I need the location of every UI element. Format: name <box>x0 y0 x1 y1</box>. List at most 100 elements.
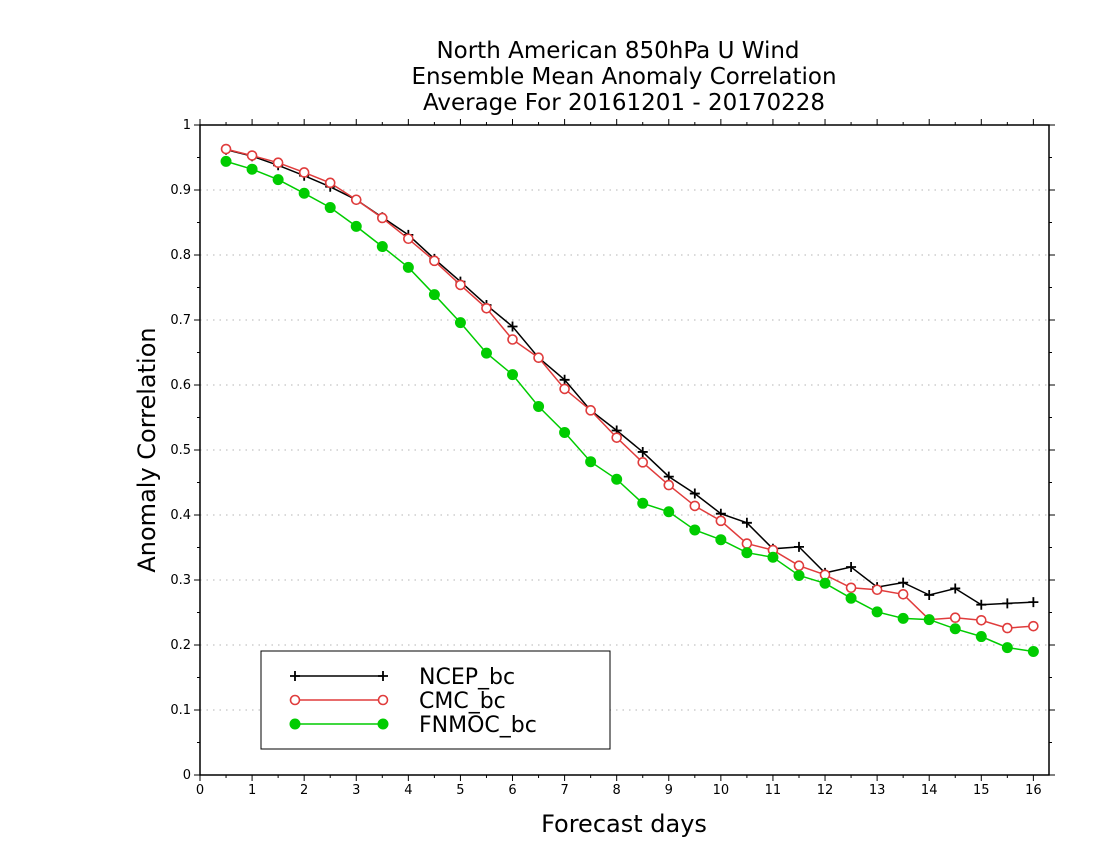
data-point-fnmoc-bc <box>767 551 779 563</box>
data-point-fnmoc-bc <box>741 547 753 559</box>
data-point-fnmoc-bc <box>376 241 388 253</box>
data-series <box>220 143 1039 657</box>
x-tick-label: 12 <box>817 783 834 798</box>
y-axis: 0 0.1 0.2 0.3 0.4 0.5 0.6 0.7 0.8 0.9 1 <box>170 118 1055 783</box>
data-point-fnmoc-bc <box>975 631 987 643</box>
data-point-fnmoc-bc <box>871 606 883 618</box>
y-tick-label: 0.6 <box>170 378 191 393</box>
data-point-cmc-bc <box>793 560 805 572</box>
data-point-fnmoc-bc <box>585 456 597 468</box>
data-point-fnmoc-bc <box>637 497 649 509</box>
data-point-fnmoc-bc <box>324 202 336 214</box>
legend-label-fnmoc-bc: FNMOC_bc <box>419 713 537 738</box>
y-tick-label: 0.7 <box>170 313 191 328</box>
data-point-fnmoc-bc <box>298 187 310 199</box>
data-point-fnmoc-bc <box>507 369 519 381</box>
data-point-cmc-bc <box>350 194 362 206</box>
legend-item-cmc-bc: CMC_bc <box>289 689 506 714</box>
data-point-fnmoc-bc <box>428 289 440 301</box>
data-point-cmc-bc <box>741 538 753 549</box>
legend-marker-ncep-bc <box>290 671 300 681</box>
data-point-cmc-bc <box>585 405 596 416</box>
data-point-cmc-bc <box>871 584 883 596</box>
x-tick-label: 1 <box>248 783 256 798</box>
data-point-ncep-bc <box>846 562 857 572</box>
data-point-ncep-bc <box>793 541 804 552</box>
y-axis-title: Anomaly Correlation <box>133 327 161 572</box>
data-point-fnmoc-bc <box>1027 646 1039 657</box>
chart-title: North American 850hPa U Wind Ensemble Me… <box>411 38 836 116</box>
legend-label-cmc-bc: CMC_bc <box>419 689 506 714</box>
y-tick-label: 1 <box>183 118 191 133</box>
x-tick-label: 9 <box>665 783 673 798</box>
data-point-cmc-bc <box>611 432 622 443</box>
data-point-fnmoc-bc <box>689 524 701 536</box>
data-point-fnmoc-bc <box>949 623 961 635</box>
data-point-fnmoc-bc <box>715 534 727 546</box>
data-point-fnmoc-bc <box>533 400 545 412</box>
data-point-ncep-bc <box>741 517 752 528</box>
x-tick-label: 5 <box>456 783 464 798</box>
data-point-fnmoc-bc <box>480 347 492 359</box>
data-point-cmc-bc <box>481 302 492 314</box>
data-point-cmc-bc <box>429 255 440 267</box>
title-line-2: Ensemble Mean Anomaly Correlation <box>411 64 836 90</box>
legend-item-ncep-bc: NCEP_bc <box>290 665 515 690</box>
data-point-fnmoc-bc <box>793 569 805 581</box>
data-point-ncep-bc <box>1002 598 1013 609</box>
x-tick-label: 6 <box>508 783 516 798</box>
data-point-ncep-bc <box>559 374 570 385</box>
data-point-cmc-bc <box>559 383 570 395</box>
data-point-cmc-bc <box>637 457 649 468</box>
x-tick-label: 11 <box>765 783 782 798</box>
legend-label-ncep-bc: NCEP_bc <box>419 665 515 690</box>
data-point-fnmoc-bc <box>845 592 857 604</box>
y-tick-label: 0.2 <box>170 638 191 653</box>
data-point-fnmoc-bc <box>350 220 362 232</box>
data-point-ncep-bc <box>898 577 909 588</box>
y-tick-label: 0.3 <box>170 573 191 588</box>
y-tick-label: 0.5 <box>170 443 191 458</box>
data-point-fnmoc-bc <box>272 174 284 186</box>
data-point-ncep-bc <box>637 446 648 457</box>
data-point-ncep-bc <box>924 589 935 600</box>
data-point-fnmoc-bc <box>819 577 831 589</box>
data-point-cmc-bc <box>1028 620 1039 632</box>
data-point-cmc-bc <box>403 233 414 245</box>
data-point-cmc-bc <box>845 582 857 594</box>
x-tick-label: 4 <box>404 783 412 798</box>
data-point-cmc-bc <box>324 177 336 189</box>
data-point-fnmoc-bc <box>454 317 466 329</box>
y-tick-label: 0.4 <box>170 508 191 523</box>
data-point-cmc-bc <box>975 614 987 626</box>
data-point-ncep-bc <box>950 583 961 594</box>
data-point-cmc-bc <box>663 479 675 491</box>
x-tick-label: 8 <box>613 783 621 798</box>
x-tick-label: 14 <box>921 783 938 798</box>
data-point-fnmoc-bc <box>559 426 571 438</box>
data-point-ncep-bc <box>1028 597 1039 608</box>
title-line-3: Average For 20161201 - 20170228 <box>423 90 825 116</box>
data-point-cmc-bc <box>949 612 961 624</box>
x-tick-label: 3 <box>352 783 360 798</box>
data-point-cmc-bc <box>715 515 727 527</box>
data-point-fnmoc-bc <box>1001 642 1013 654</box>
x-tick-label: 16 <box>1025 783 1042 798</box>
data-point-fnmoc-bc <box>246 163 258 175</box>
x-tick-label: 2 <box>300 783 308 798</box>
data-point-cmc-bc <box>507 334 518 345</box>
legend-marker-cmc-bc <box>377 694 389 706</box>
x-axis: 0 1 2 3 4 5 6 7 8 9 10 11 12 13 14 15 16 <box>196 119 1042 798</box>
y-tick-label: 0.8 <box>170 248 191 263</box>
data-point-cmc-bc <box>455 279 466 291</box>
data-point-fnmoc-bc <box>220 155 232 167</box>
data-point-fnmoc-bc <box>897 612 909 624</box>
x-tick-label: 13 <box>869 783 886 798</box>
data-point-ncep-bc <box>507 321 518 332</box>
data-point-cmc-bc <box>377 212 388 224</box>
y-tick-label: 0.9 <box>170 183 191 198</box>
x-tick-label: 10 <box>713 783 730 798</box>
x-tick-label: 15 <box>973 783 990 798</box>
legend-marker-fnmoc-bc <box>289 718 301 730</box>
data-point-fnmoc-bc <box>923 614 935 626</box>
